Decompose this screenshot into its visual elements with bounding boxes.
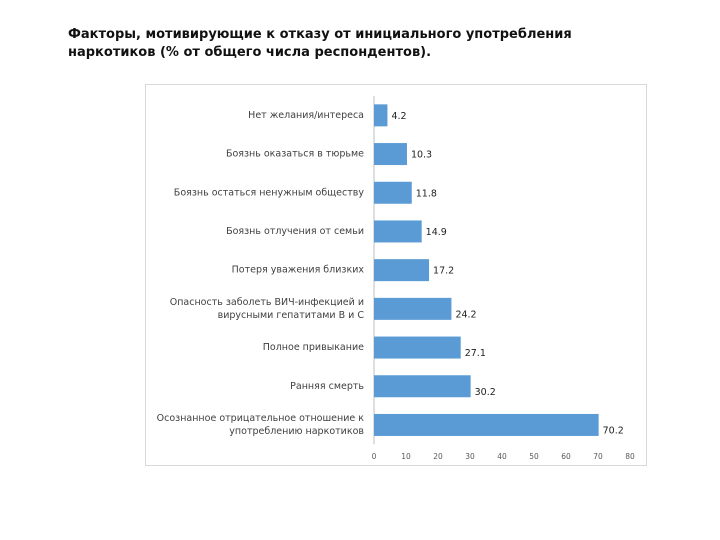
category-label-1: Нет желания/интереса	[248, 110, 364, 121]
value-label-6: 24.2	[455, 309, 476, 320]
value-label-1: 4.2	[391, 111, 406, 122]
value-label-9: 70.2	[603, 425, 624, 436]
bar-3	[374, 181, 412, 204]
bar-5	[374, 259, 430, 282]
bar-7	[374, 336, 461, 359]
value-label-7: 27.1	[465, 348, 486, 359]
value-label-2: 10.3	[411, 150, 432, 161]
value-label-5: 17.2	[433, 266, 454, 277]
bar-2	[374, 143, 407, 166]
x-tick-label-0: 0	[372, 452, 377, 461]
category-label-7: Полное привыкание	[263, 342, 364, 353]
category-label-4: Боязнь отлучения от семьи	[226, 226, 364, 237]
x-tick-label-80: 80	[625, 452, 635, 461]
bar-1	[374, 104, 388, 127]
chart-title: Факторы, мотивирующие к отказу от инициа…	[68, 27, 572, 60]
value-label-8: 30.2	[475, 387, 496, 398]
category-label-6: Опасность заболеть ВИЧ-инфекцией и вирусн…	[170, 297, 365, 321]
x-tick-label-40: 40	[497, 452, 507, 461]
x-tick-label-30: 30	[465, 452, 475, 461]
category-label-5: Потеря уважения близких	[232, 265, 365, 276]
value-label-4: 14.9	[426, 227, 447, 238]
x-tick-label-70: 70	[593, 452, 603, 461]
value-label-3: 11.8	[416, 188, 437, 199]
x-tick-label-60: 60	[561, 452, 571, 461]
x-tick-label-10: 10	[401, 452, 411, 461]
bar-4	[374, 220, 422, 243]
x-tick-label-50: 50	[529, 452, 539, 461]
x-tick-label-20: 20	[433, 452, 443, 461]
bar-9	[374, 413, 599, 436]
bar-6	[374, 297, 452, 320]
bar-8	[374, 375, 471, 398]
category-label-2: Боязнь оказаться в тюрьме	[226, 149, 364, 160]
category-label-3: Боязнь остаться ненужным обществу	[174, 187, 365, 198]
category-label-9: Осознанное отрицательное отношение к упот…	[157, 413, 365, 437]
category-label-8: Ранняя смерть	[290, 381, 364, 392]
